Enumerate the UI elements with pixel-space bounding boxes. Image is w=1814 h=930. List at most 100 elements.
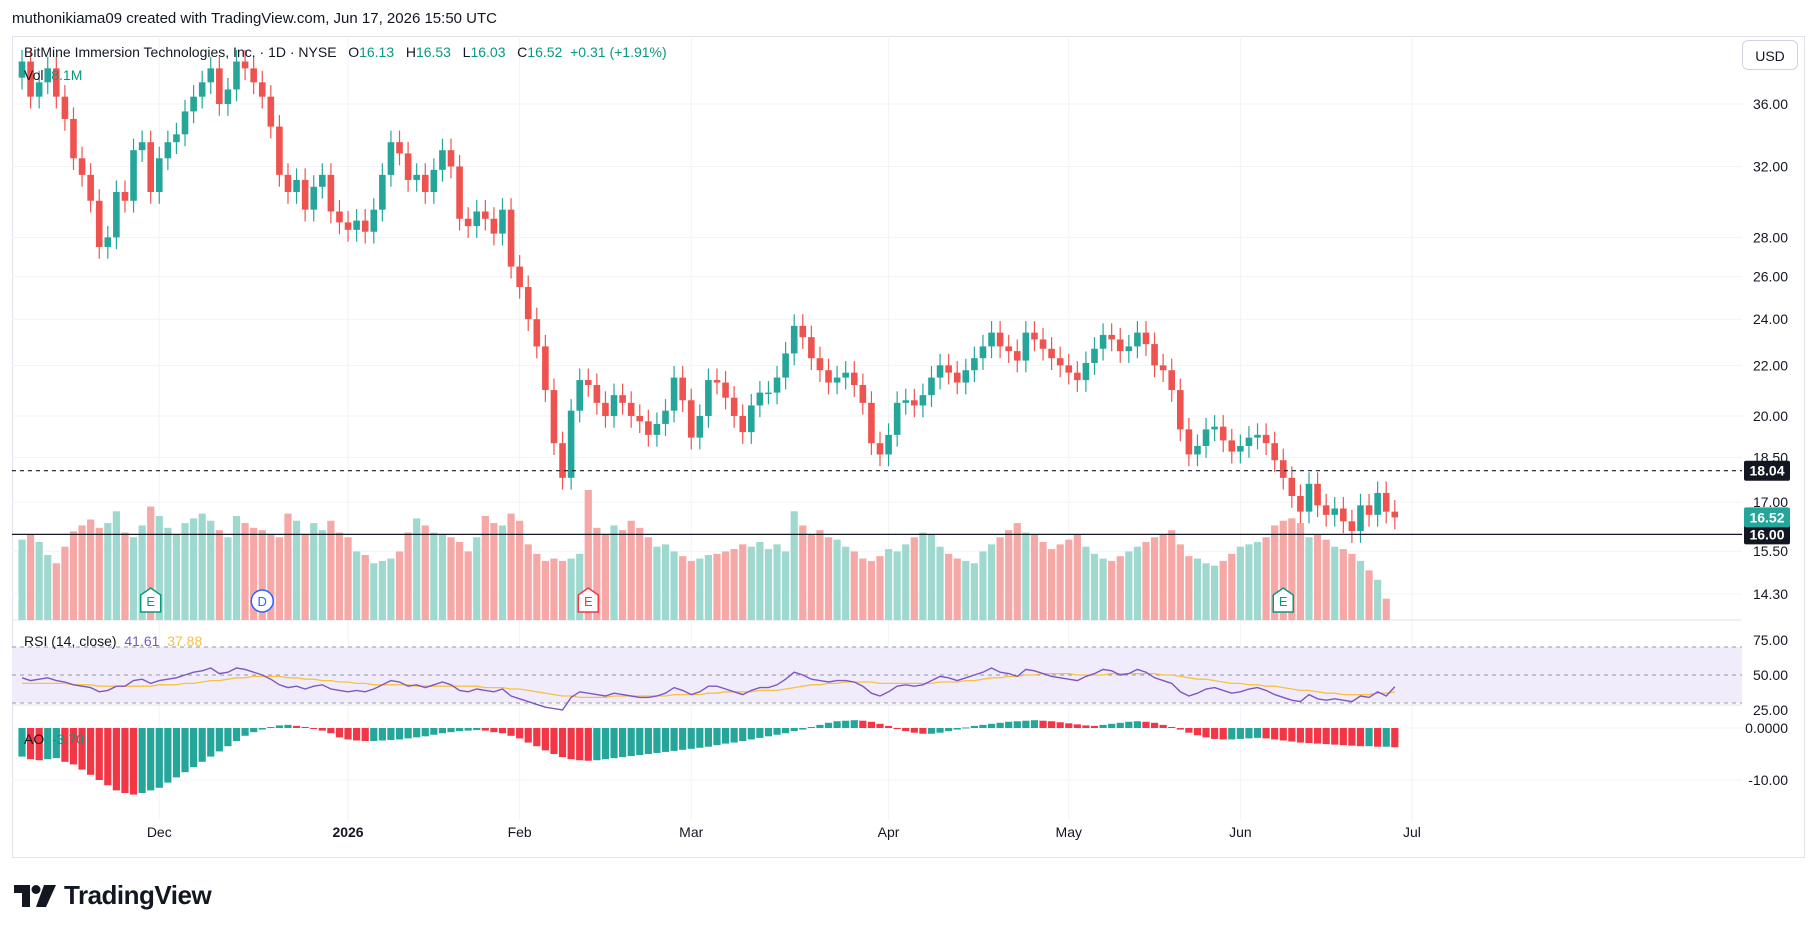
tradingview-logo[interactable]: TradingView: [14, 880, 212, 911]
ao-bar: [1159, 724, 1167, 728]
ao-bar: [962, 727, 970, 729]
candle-body: [945, 365, 952, 373]
volume-bar: [773, 544, 781, 620]
candle-body: [808, 337, 815, 359]
ao-bar: [1005, 721, 1013, 728]
price-tick-label: 17.00: [1753, 494, 1788, 510]
volume-bar: [910, 537, 918, 620]
volume-bar: [78, 525, 86, 620]
volume-bar: [1099, 558, 1107, 620]
volume-bar: [902, 544, 910, 620]
candle-body: [1228, 440, 1236, 452]
candle-body: [687, 400, 695, 438]
ao-bar: [112, 728, 120, 791]
candle-body: [645, 421, 652, 435]
volume-bar: [1082, 546, 1090, 620]
chart-credit: muthonikiama09 created with TradingView.…: [12, 10, 497, 27]
candle-body: [1159, 365, 1167, 371]
open-value: 16.13: [359, 44, 395, 60]
price-tick-label: 14.30: [1753, 586, 1788, 602]
time-tick-label: Feb: [508, 824, 532, 840]
candle-body: [155, 158, 163, 192]
ao-bar: [601, 728, 610, 760]
volume-value: 8.1M: [51, 67, 83, 83]
candle-body: [610, 395, 618, 416]
candle-body: [370, 209, 378, 232]
rsi-ma-value: 37.88: [167, 633, 203, 649]
ao-bar: [387, 728, 395, 740]
ao-bar: [902, 728, 910, 732]
volume-bar: [1339, 549, 1347, 620]
price-tick-label: 18.50: [1753, 449, 1788, 465]
volume-bar: [1022, 532, 1030, 620]
candle-body: [1194, 445, 1201, 455]
volume-bar: [807, 534, 815, 620]
ao-tick-label: -10.00: [1748, 772, 1788, 788]
volume-bar: [979, 551, 987, 620]
candle-body: [310, 186, 318, 210]
ao-bar: [318, 728, 326, 731]
ao-bar: [1365, 728, 1373, 747]
volume-bar: [619, 530, 627, 620]
ao-bar: [35, 728, 43, 761]
volume-bar: [421, 525, 429, 620]
volume-bar: [850, 551, 858, 620]
candle-body: [130, 150, 137, 201]
volume-bar: [567, 558, 575, 620]
ao-bar: [353, 728, 361, 741]
volume-bar: [824, 537, 833, 620]
volume-bar: [318, 530, 326, 620]
ao-bar: [258, 728, 266, 730]
candle-body: [207, 68, 215, 83]
volume-bar: [455, 542, 464, 620]
ao-bar: [1065, 723, 1073, 728]
ao-bar: [936, 728, 944, 733]
volume-bar: [464, 551, 472, 620]
candle-body: [1365, 505, 1373, 515]
candle-body: [138, 142, 146, 151]
ao-bar: [430, 728, 438, 735]
volume-bar: [498, 525, 507, 620]
ao-value: -3.70: [52, 731, 84, 747]
ao-bar: [782, 728, 790, 734]
ao-bar: [704, 728, 712, 747]
ao-bar: [455, 728, 464, 732]
volume-bar: [884, 549, 893, 620]
candle-body: [722, 382, 729, 398]
volume-bar: [987, 544, 996, 620]
currency-button[interactable]: USD: [1742, 40, 1798, 70]
volume-bar: [996, 537, 1004, 620]
volume-bar: [1305, 537, 1313, 620]
volume-bar: [721, 551, 730, 620]
ao-bar: [524, 728, 532, 743]
volume-bar: [1253, 542, 1262, 620]
volume-bar: [1202, 563, 1210, 620]
candle-body: [1125, 346, 1133, 352]
ao-legend: AO -3.70: [24, 731, 84, 747]
volume-bar: [430, 532, 438, 620]
candle-body: [1099, 334, 1107, 349]
candle-body: [859, 385, 867, 403]
candle-body: [327, 174, 335, 212]
ao-bar: [1185, 728, 1193, 733]
ao-bar: [52, 728, 60, 759]
time-tick-label: Apr: [878, 824, 900, 840]
candle-body: [971, 358, 978, 371]
volume-bar: [207, 520, 215, 620]
tradingview-logo-icon: [14, 884, 56, 907]
candle-body: [1279, 460, 1287, 478]
volume-bar: [679, 556, 687, 620]
candle-body: [842, 372, 849, 378]
rsi-tick-label: 25.00: [1753, 702, 1788, 718]
candle-body: [516, 266, 523, 288]
ao-bar: [1073, 724, 1081, 728]
candle-body: [1185, 429, 1193, 455]
candle-body: [850, 372, 858, 386]
candle-body: [387, 142, 395, 175]
candle-body: [988, 332, 995, 347]
ao-bar: [438, 728, 447, 734]
event-letter: E: [1279, 594, 1288, 609]
candle-body: [1116, 339, 1124, 352]
candle-body: [524, 287, 532, 320]
